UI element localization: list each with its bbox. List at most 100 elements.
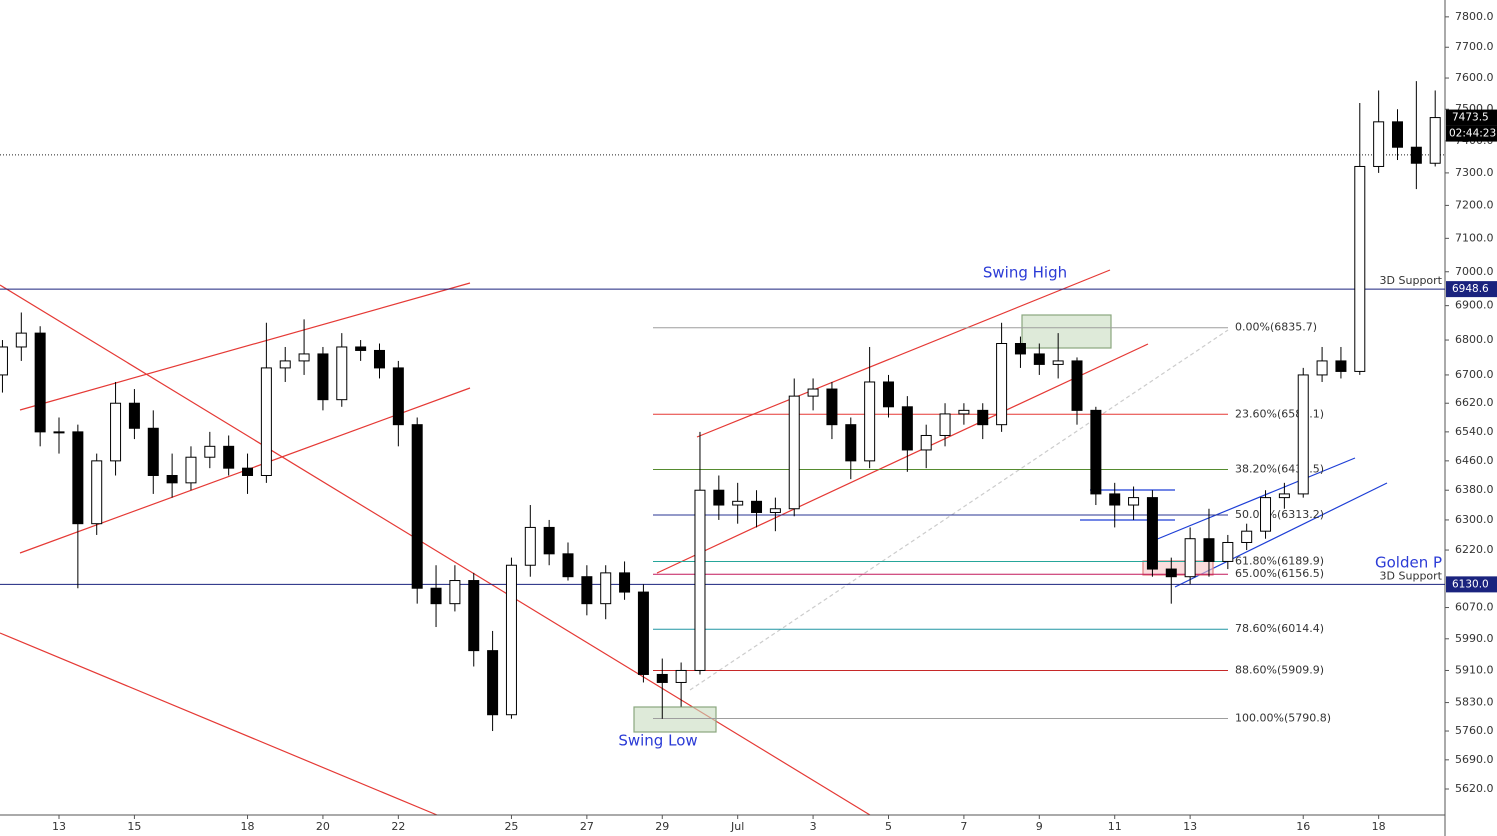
x-tick-label: 13: [52, 820, 66, 833]
candle-body: [1410, 146, 1422, 164]
candle-body: [487, 650, 499, 716]
candle-body: [1241, 530, 1253, 543]
fib-label: 0.00%(6835.7): [1235, 321, 1317, 334]
candle-body: [543, 526, 555, 555]
y-tick-label: 7800.0: [1455, 10, 1494, 23]
x-tick-label: 3: [810, 820, 817, 833]
x-tick-label: 18: [241, 820, 255, 833]
candle-body: [1071, 360, 1083, 411]
fib-label: 38.20%(6436.5): [1235, 462, 1324, 475]
x-tick-label: 7: [960, 820, 967, 833]
candle-body: [1109, 493, 1121, 506]
candle-body: [1335, 360, 1347, 372]
candle-body: [1090, 409, 1102, 495]
x-tick-label: 27: [580, 820, 594, 833]
candle-body: [882, 381, 894, 408]
y-tick-label: 6300.0: [1455, 513, 1494, 526]
candle-body: [864, 381, 876, 462]
fib-label: 61.80%(6189.9): [1235, 554, 1324, 567]
candle-body: [1203, 538, 1215, 562]
y-tick-label: 5830.0: [1455, 696, 1494, 709]
y-tick-label: 7100.0: [1455, 231, 1494, 244]
candle-body: [1165, 568, 1177, 578]
x-tick-label: 9: [1036, 820, 1043, 833]
x-tick-label: 25: [504, 820, 518, 833]
fib-label: 65.00%(6156.5): [1235, 567, 1324, 580]
y-tick-label: 6620.0: [1455, 396, 1494, 409]
x-tick-label: 16: [1296, 820, 1310, 833]
candle-body: [807, 388, 819, 397]
candle-body: [826, 388, 838, 426]
candle-body: [223, 445, 235, 469]
support-name: 3D Support: [1380, 274, 1443, 287]
candle-body: [939, 413, 951, 436]
candle-body: [562, 553, 574, 578]
candle-body: [0, 346, 8, 376]
candle-body: [1014, 343, 1026, 355]
price-tag-label: 7473.5: [1452, 112, 1489, 124]
y-tick-label: 6700.0: [1455, 368, 1494, 381]
candle-body: [373, 349, 385, 369]
y-tick-label: 7700.0: [1455, 40, 1494, 53]
candle-body: [1297, 374, 1309, 495]
support-name: 3D Support: [1380, 569, 1443, 582]
y-tick-label: 5990.0: [1455, 632, 1494, 645]
price-tag-label: 6948.6: [1452, 283, 1489, 295]
candle-body: [128, 402, 140, 429]
y-tick-label: 7200.0: [1455, 198, 1494, 211]
candle-body: [505, 564, 517, 716]
trend-line: [0, 632, 438, 816]
candle-body: [788, 395, 800, 510]
candle-body: [732, 500, 744, 506]
candle-body: [996, 343, 1008, 426]
x-tick-label: 22: [391, 820, 405, 833]
candle-body: [430, 587, 442, 605]
candle-body: [147, 427, 159, 476]
annotation: Swing Low: [618, 732, 697, 750]
fib-label: 100.00%(5790.8): [1235, 711, 1331, 724]
price-tag: [1446, 281, 1497, 298]
candle-body: [449, 580, 461, 605]
y-tick-label: 6380.0: [1455, 483, 1494, 496]
swing-box: [633, 706, 717, 733]
x-tick-label: 5: [885, 820, 892, 833]
candle-body: [637, 591, 649, 675]
candle-body: [581, 576, 593, 605]
candle-body: [1033, 353, 1045, 365]
annotation: Swing High: [983, 264, 1067, 282]
y-tick-label: 5620.0: [1455, 782, 1494, 795]
candle-body: [675, 669, 687, 683]
candle-body: [260, 367, 272, 476]
price-tag-label: 6130.0: [1452, 578, 1489, 590]
fib-trend: [689, 329, 1229, 691]
swing-box: [1021, 314, 1112, 349]
price-tag: [1446, 109, 1497, 126]
candle-body: [298, 353, 310, 362]
candle-body: [901, 406, 913, 451]
annotation: Golden P: [1375, 554, 1442, 572]
y-tick-label: 6540.0: [1455, 425, 1494, 438]
candle-body: [355, 346, 367, 351]
candle-body: [242, 467, 254, 476]
candle-body: [279, 360, 291, 369]
trend-line: [696, 269, 1111, 438]
candle-body: [468, 580, 480, 652]
countdown-label: 02:44:23: [1449, 128, 1496, 140]
y-tick-label: 5910.0: [1455, 663, 1494, 676]
x-tick-label: 18: [1372, 820, 1386, 833]
candle-body: [1316, 360, 1328, 376]
candle-body: [1429, 117, 1441, 164]
trend-line: [19, 282, 471, 411]
candle-body: [751, 500, 763, 513]
trend-line: [656, 343, 1149, 574]
fib-label: 78.60%(6014.4): [1235, 622, 1324, 635]
candle-body: [317, 353, 329, 401]
candle-body: [204, 445, 216, 458]
countdown-tag: [1446, 125, 1497, 142]
candle-body: [977, 409, 989, 426]
fib-label: 50.00%(6313.2): [1235, 508, 1324, 521]
candle-body: [1391, 121, 1403, 148]
y-tick-label: 6070.0: [1455, 601, 1494, 614]
